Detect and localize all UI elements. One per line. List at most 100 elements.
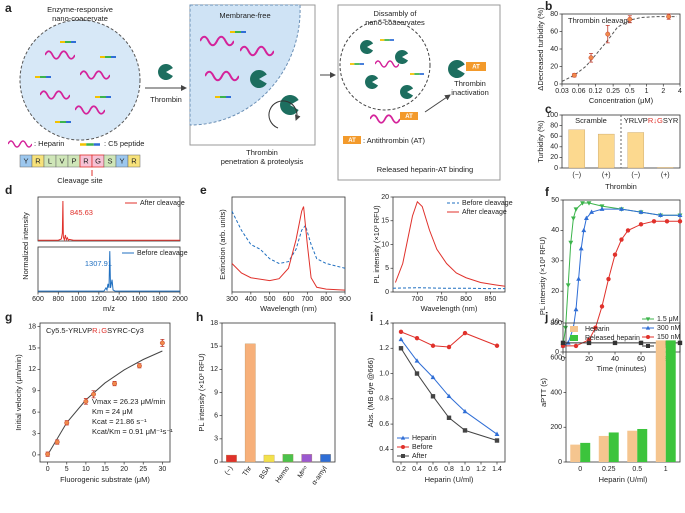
- annotation: Vmax = 26.23 μM/min: [92, 397, 165, 406]
- annotation: Scramble: [575, 116, 607, 125]
- disassembly-label: nano-coacervates: [365, 18, 425, 27]
- y-axis-label: PL intensity (×10³ RFU): [197, 353, 206, 432]
- x-tick-label: 1400: [111, 296, 127, 303]
- y-tick-label: 20: [550, 63, 558, 70]
- annotation: 845.63: [70, 208, 93, 217]
- x-tick-label: 1.0: [460, 466, 470, 473]
- membrane-label: Membrane-free: [219, 11, 270, 20]
- series-line: [392, 287, 505, 290]
- panel-label: j: [544, 310, 548, 324]
- x-tick-label: 700: [301, 296, 313, 303]
- residue: R: [35, 156, 41, 165]
- x-axis-label: Thrombin: [605, 182, 637, 191]
- series-line: [400, 331, 498, 348]
- x-tick-label: (+): [661, 172, 670, 179]
- y-tick-label: 60: [550, 133, 558, 140]
- panel-a: a Enzyme-responsive nano-coacervate Thro…: [5, 1, 501, 185]
- marker: [462, 428, 468, 433]
- x-axis-label: Time (minutes): [597, 364, 647, 373]
- bar: [282, 454, 294, 463]
- y-tick-label: 0: [214, 459, 218, 466]
- bar: [244, 343, 256, 463]
- bar: [598, 435, 609, 462]
- series-line: [562, 208, 680, 347]
- marker: [612, 340, 618, 346]
- marker: [645, 325, 651, 330]
- x-tick-label: 25: [139, 466, 147, 473]
- bar: [226, 454, 237, 463]
- x-tick-label: 40: [611, 356, 619, 363]
- bar: [665, 340, 676, 462]
- marker: [446, 415, 452, 420]
- plot-frame: [562, 199, 681, 353]
- x-tick-label: 60: [637, 356, 645, 363]
- series-line: [231, 211, 346, 269]
- legend-label: Heparin: [412, 435, 437, 442]
- x-tick-label: 0: [561, 356, 565, 363]
- marker: [677, 219, 683, 224]
- marker: [414, 335, 420, 341]
- plot-frame: [39, 322, 171, 463]
- y-axis-label: Turbidity (%): [536, 120, 545, 163]
- legend-label: After cleavage: [462, 209, 507, 216]
- thrombin-label: Thrombin: [150, 95, 182, 104]
- heparin-legend: : Heparin: [34, 139, 64, 148]
- residue-box: [127, 154, 141, 168]
- y-axis-label: Extinction (arb. units): [218, 209, 227, 280]
- legend-label: Before cleavage: [137, 250, 188, 257]
- y-tick-label: 10: [381, 241, 389, 248]
- marker: [462, 330, 468, 336]
- x-tick-label: (+): [602, 172, 611, 179]
- x-tick-label: 2: [661, 88, 665, 95]
- at-icon: [343, 136, 361, 144]
- annotation-part: Scramble: [575, 116, 607, 125]
- annotation-part: SYRC-Cy3: [107, 326, 144, 335]
- marker: [462, 408, 468, 414]
- x-tick-label: 1: [664, 466, 668, 473]
- plot-frame: [231, 196, 346, 293]
- marker: [599, 304, 605, 309]
- binding-label: Released heparin-AT binding: [377, 165, 473, 174]
- y-tick-label: 1.0: [379, 370, 389, 377]
- marker: [414, 371, 420, 376]
- marker: [651, 219, 657, 224]
- x-tick-label: 0.12: [589, 88, 603, 95]
- panel-label: b: [545, 0, 552, 13]
- y-tick-label: 50: [551, 197, 559, 204]
- peptide-legend: : C5 peptide: [104, 139, 144, 148]
- marker: [568, 240, 574, 246]
- annotation-part: Km = 24 μM: [92, 407, 133, 416]
- marker: [625, 228, 631, 233]
- residue: L: [48, 156, 52, 165]
- y-tick-label: 0: [555, 349, 559, 356]
- plot-frame: [221, 322, 336, 463]
- plot-frame: [37, 246, 181, 293]
- annotation: YRLVPR↓GSYR: [624, 116, 679, 125]
- marker: [430, 343, 436, 348]
- marker: [398, 336, 404, 342]
- x-tick-label: 1600: [132, 296, 148, 303]
- bar: [627, 430, 638, 462]
- y-tick-label: 9: [32, 388, 36, 395]
- x-tick-label: 1.2: [476, 466, 486, 473]
- legend-label: Before cleavage: [462, 200, 513, 207]
- legend-label: 1.5 μM: [657, 316, 679, 323]
- y-axis-label: PL intensity (×10³ RFU): [538, 236, 547, 315]
- panel-label: d: [5, 183, 12, 197]
- y-tick-label: 0: [554, 165, 558, 172]
- x-tick-label: 2000: [172, 296, 188, 303]
- bar: [637, 428, 648, 462]
- legend-label: Before: [412, 444, 433, 451]
- y-tick-label: 80: [550, 122, 558, 129]
- y-tick-label: 10: [551, 318, 559, 325]
- y-axis-label: Abs. (MB dye @666): [366, 357, 375, 427]
- bar: [608, 432, 619, 462]
- disassembly-label: Dissambly of: [374, 9, 418, 18]
- marker: [580, 201, 585, 206]
- y-tick-label: 3: [214, 436, 218, 443]
- y-tick-label: 100: [546, 112, 558, 119]
- y-tick-label: 0.4: [379, 446, 389, 453]
- annotation-part: Cy5.5-YRLVP: [46, 326, 92, 335]
- marker: [645, 317, 651, 322]
